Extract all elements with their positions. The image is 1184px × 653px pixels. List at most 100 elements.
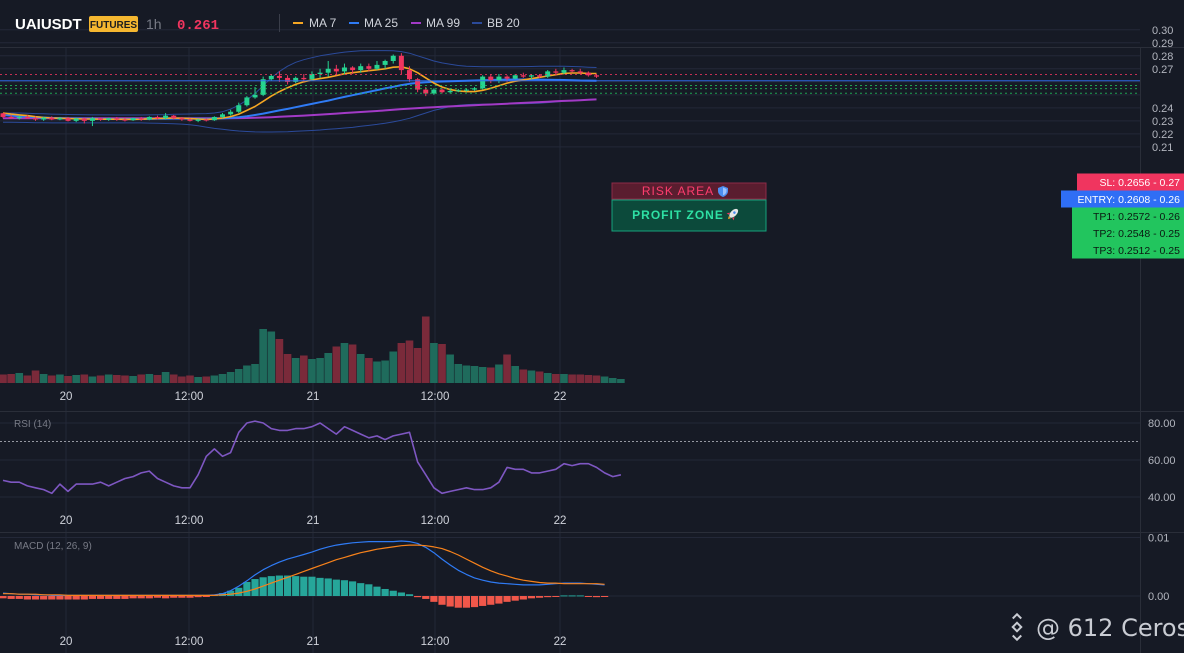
time-tick-label: 12:00 [175, 391, 204, 403]
macd-histogram-bar [23, 596, 31, 600]
interval-label[interactable]: 1h [146, 16, 162, 32]
candle-body [138, 118, 144, 120]
volume-bar [495, 364, 503, 383]
rsi-pane-label: RSI (14) [14, 419, 51, 430]
macd-histogram-bar [373, 586, 381, 596]
symbol-name[interactable]: UAIUSDT [15, 16, 82, 33]
macd-histogram-bar [324, 578, 332, 596]
candle [49, 116, 55, 121]
candle [520, 72, 526, 78]
macd-histogram-bar [251, 579, 259, 596]
candle-body [593, 75, 599, 77]
candle [455, 88, 461, 93]
macd-tick-label: 0.00 [1148, 591, 1169, 603]
time-tick-label: 20 [60, 515, 73, 527]
candle [390, 54, 396, 64]
volume-bar [608, 378, 617, 383]
risk-area-zone[interactable]: RISK AREA [611, 182, 767, 200]
macd-histogram-bar [584, 596, 592, 597]
volume-bar [568, 374, 576, 383]
time-axes: 20 12:00 21 12:00 22 20 12:00 21 12:00 22 20 12:00 2… [60, 391, 567, 648]
macd-histogram-bar [72, 596, 80, 600]
candle-body [8, 116, 14, 119]
candle-body [114, 118, 120, 120]
volume-bar [356, 354, 365, 383]
volume-bar [413, 348, 422, 383]
candle [195, 118, 201, 123]
legend-ma7[interactable]: MA 7 [293, 16, 337, 30]
volume-bar [560, 374, 568, 383]
price-tick-label: 0.28 [1152, 51, 1173, 63]
time-tick-label: 22 [554, 636, 567, 648]
volume-bar [80, 374, 89, 383]
candle [228, 109, 234, 116]
time-tick-label: 12:00 [421, 515, 450, 527]
candle [98, 117, 104, 121]
volume-bar [462, 365, 471, 383]
macd-histogram-bar [340, 580, 349, 596]
volume-bar [592, 375, 601, 383]
candle-body [358, 66, 364, 71]
macd-histogram-bar [389, 590, 397, 596]
macd-signal-line [3, 544, 605, 597]
macd-histogram-bar [422, 596, 430, 599]
volume-bar [348, 344, 357, 383]
price-axis[interactable]: 0.300.290.280.27 0.240.230.220.21 [1152, 25, 1173, 154]
candle-body [512, 75, 518, 79]
time-tick-label: 12:00 [175, 636, 204, 648]
legend-ma99[interactable]: MA 99 [411, 16, 460, 30]
macd-histogram-bar [0, 596, 7, 599]
volume-bar [113, 375, 121, 383]
legend-ma25[interactable]: MA 25 [349, 16, 398, 30]
price-tag-bg [1072, 207, 1184, 225]
watermark: @ 612 Ceros [1011, 612, 1184, 642]
candle-body [325, 68, 331, 73]
candle [569, 68, 575, 73]
volume-bar [178, 376, 186, 383]
macd-histogram-bar [88, 596, 97, 599]
macd-histogram-bar [162, 596, 170, 599]
candle [41, 116, 47, 121]
candle-body [537, 75, 543, 77]
volume-bar [88, 376, 97, 383]
volume-bar [511, 366, 519, 383]
candle-body [106, 118, 112, 120]
volume-bar [340, 343, 349, 383]
candle [154, 115, 160, 120]
chart-grid [0, 29, 1140, 653]
candle-body [366, 66, 372, 69]
candle [561, 67, 567, 75]
legend-bb20[interactable]: BB 20 [472, 16, 520, 30]
price-tick-label: 0.30 [1152, 25, 1173, 37]
candle [480, 75, 486, 90]
volume-bar [121, 375, 129, 383]
candle-body [187, 119, 193, 121]
volume-bar [31, 370, 40, 383]
candle-body [553, 71, 559, 73]
last-price: 0.261 [177, 18, 219, 34]
volume-bar [373, 361, 381, 383]
candle [171, 114, 177, 120]
candle-body [171, 115, 177, 119]
macd-histogram-bar [430, 596, 438, 602]
candle-body [179, 118, 185, 120]
macd-histogram-bar [137, 596, 145, 599]
time-tick-label: 12:00 [421, 636, 450, 648]
candle [285, 75, 291, 85]
macd-histogram-bar [414, 596, 422, 598]
macd-histogram-bar [560, 595, 568, 597]
candle-body [228, 111, 234, 115]
macd-histogram-bar [105, 596, 113, 599]
candle-body [463, 89, 469, 91]
candle [244, 96, 250, 107]
volume-bars [0, 316, 625, 383]
candle [8, 114, 14, 119]
rocket-icon [726, 208, 739, 221]
profit-zone[interactable]: PROFIT ZONE [611, 199, 767, 232]
macd-histogram-bar [235, 587, 243, 596]
candle-body [382, 60, 388, 65]
risk-area-label: RISK AREA [642, 184, 714, 198]
candle [545, 70, 551, 78]
volume-bar [275, 339, 284, 383]
